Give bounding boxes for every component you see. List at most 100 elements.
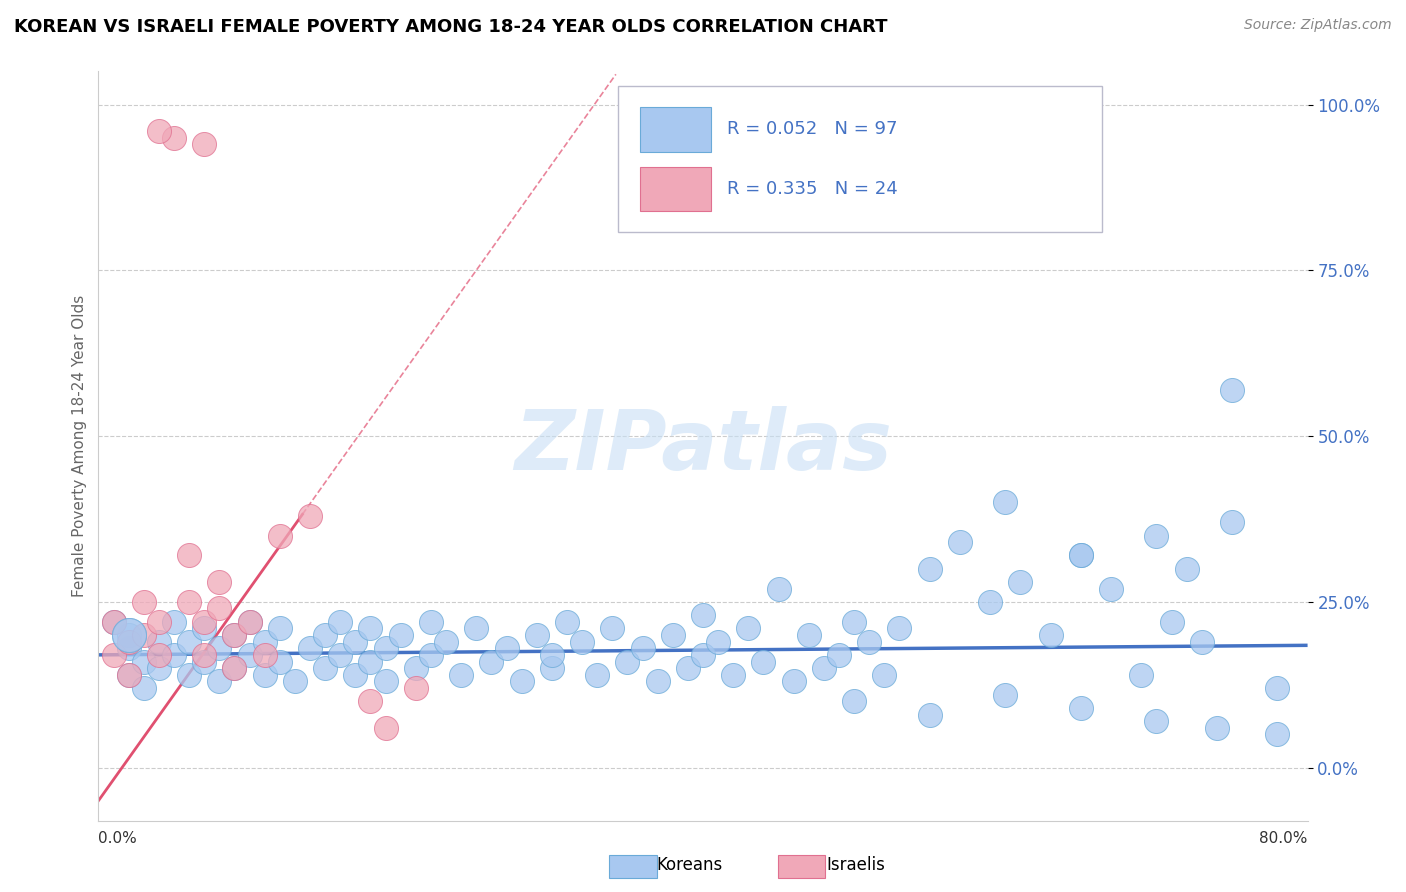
Point [420,648,443,662]
Point [676,661,699,675]
Point [1130,667,1153,681]
Point [314,661,336,675]
Point [193,137,215,152]
Point [148,124,170,138]
Point [994,495,1017,509]
Point [1175,562,1198,576]
Text: 0.0%: 0.0% [98,830,138,846]
Y-axis label: Female Poverty Among 18-24 Year Olds: Female Poverty Among 18-24 Year Olds [72,295,87,597]
Point [360,655,382,669]
Point [148,648,170,662]
Point [329,615,352,629]
Point [193,621,215,635]
Point [132,595,155,609]
Point [828,648,851,662]
Point [269,655,291,669]
Point [374,674,396,689]
Point [269,621,291,635]
Point [118,641,141,656]
Point [510,674,533,689]
Point [118,634,141,648]
Point [163,615,186,629]
Point [193,648,215,662]
Point [752,655,775,669]
Point [737,621,759,635]
Point [540,661,562,675]
Point [465,621,488,635]
FancyBboxPatch shape [619,87,1102,233]
Text: KOREAN VS ISRAELI FEMALE POVERTY AMONG 18-24 YEAR OLDS CORRELATION CHART: KOREAN VS ISRAELI FEMALE POVERTY AMONG 1… [14,18,887,36]
Point [193,655,215,669]
Point [873,667,896,681]
Point [405,681,427,695]
Text: R = 0.052   N = 97: R = 0.052 N = 97 [727,120,897,138]
Point [360,694,382,708]
Point [284,674,307,689]
Point [118,628,141,642]
Point [374,641,396,656]
Point [208,574,231,589]
Point [253,634,276,648]
Point [692,608,714,623]
Point [208,601,231,615]
Point [1010,574,1032,589]
Point [269,528,291,542]
Point [797,628,820,642]
Point [692,648,714,662]
Point [707,634,730,648]
Point [858,634,880,648]
Point [420,615,443,629]
Point [616,655,638,669]
Point [844,615,866,629]
Point [118,628,141,642]
Point [1144,528,1167,542]
Text: 80.0%: 80.0% [1260,830,1308,846]
Point [224,628,246,642]
Point [148,615,170,629]
Point [1070,549,1092,563]
Point [405,661,427,675]
Point [813,661,835,675]
Point [949,535,972,549]
Point [299,641,322,656]
Point [374,721,396,735]
Point [132,655,155,669]
Point [299,508,322,523]
Point [586,667,609,681]
Point [1191,634,1213,648]
Point [253,648,276,662]
Point [889,621,911,635]
Point [495,641,517,656]
Point [103,648,125,662]
Point [329,648,352,662]
Point [1206,721,1229,735]
Point [918,707,941,722]
Point [224,661,246,675]
Point [314,628,336,642]
Point [1039,628,1062,642]
Point [602,621,624,635]
Point [450,667,472,681]
Point [253,667,276,681]
Point [994,688,1017,702]
Point [723,667,745,681]
Point [179,634,201,648]
Point [193,615,215,629]
Point [148,634,170,648]
Point [163,130,186,145]
Point [526,628,548,642]
Point [132,628,155,642]
Point [1220,515,1243,529]
Point [631,641,654,656]
FancyBboxPatch shape [640,168,711,211]
Point [1144,714,1167,728]
Point [344,634,367,648]
Point [360,621,382,635]
Point [239,615,262,629]
Text: Israelis: Israelis [827,856,886,874]
Point [555,615,578,629]
Point [1267,727,1289,741]
Point [132,681,155,695]
Point [118,628,141,642]
Point [239,615,262,629]
